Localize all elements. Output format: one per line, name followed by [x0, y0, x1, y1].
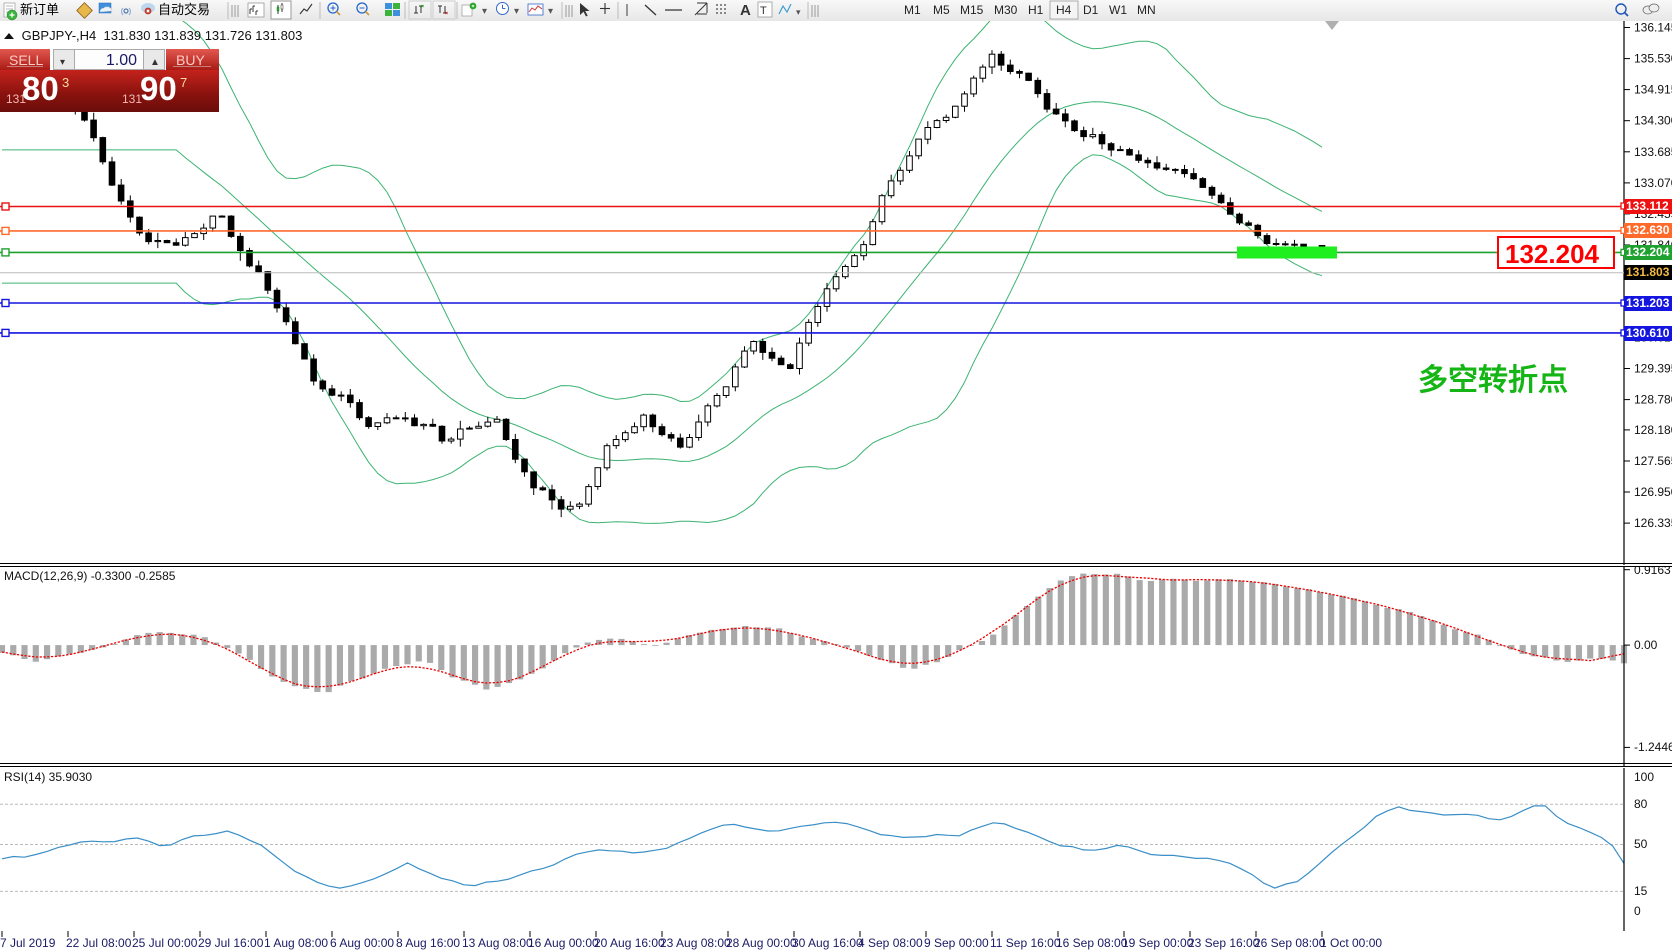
svg-text:M15: M15 — [960, 3, 984, 17]
svg-text:D1: D1 — [1083, 3, 1099, 17]
svg-text:6 Aug 00:00: 6 Aug 00:00 — [330, 936, 394, 950]
svg-text:22 Jul 08:00: 22 Jul 08:00 — [66, 936, 132, 950]
svg-text:16 Aug 00:00: 16 Aug 00:00 — [528, 936, 599, 950]
svg-text:13 Aug 08:00: 13 Aug 08:00 — [462, 936, 533, 950]
svg-text:19 Sep 00:00: 19 Sep 00:00 — [1122, 936, 1194, 950]
svg-text:H1: H1 — [1028, 3, 1044, 17]
svg-text:23 Sep 16:00: 23 Sep 16:00 — [1188, 936, 1260, 950]
svg-text:16 Sep 08:00: 16 Sep 08:00 — [1056, 936, 1128, 950]
svg-text:50: 50 — [1634, 837, 1648, 851]
svg-text:100: 100 — [1634, 770, 1654, 784]
svg-text:▾: ▾ — [482, 6, 487, 17]
svg-text:30 Aug 16:00: 30 Aug 16:00 — [792, 936, 863, 950]
svg-text:7 Jul 2019: 7 Jul 2019 — [0, 936, 56, 950]
svg-text:25 Jul 00:00: 25 Jul 00:00 — [132, 936, 198, 950]
svg-text:▾: ▾ — [548, 6, 553, 17]
svg-text:▾: ▾ — [796, 7, 801, 17]
svg-text:A: A — [740, 2, 751, 19]
svg-text:15: 15 — [1634, 884, 1648, 898]
svg-text:0.9163: 0.9163 — [1634, 567, 1671, 577]
svg-text:1 Oct 00:00: 1 Oct 00:00 — [1320, 936, 1382, 950]
svg-text:H4: H4 — [1056, 3, 1072, 17]
svg-text:9 Sep 00:00: 9 Sep 00:00 — [924, 936, 989, 950]
svg-text:0: 0 — [1634, 904, 1641, 918]
svg-text:▾: ▾ — [514, 6, 519, 17]
svg-text:T: T — [760, 5, 767, 17]
svg-text:-1.2446: -1.2446 — [1634, 740, 1672, 754]
svg-text:80: 80 — [1634, 797, 1648, 811]
svg-text:自动交易: 自动交易 — [158, 2, 210, 17]
svg-text:11 Sep 16:00: 11 Sep 16:00 — [990, 936, 1061, 950]
svg-text:20 Aug 16:00: 20 Aug 16:00 — [594, 936, 665, 950]
svg-text:4 Sep 08:00: 4 Sep 08:00 — [858, 936, 923, 950]
svg-text:M1: M1 — [904, 3, 921, 17]
svg-text:8 Aug 16:00: 8 Aug 16:00 — [396, 936, 460, 950]
svg-text:M5: M5 — [933, 3, 950, 17]
svg-text:M30: M30 — [994, 3, 1018, 17]
svg-text:多空转折点: 多空转折点 — [1418, 364, 1568, 397]
svg-text:26 Sep 08:00: 26 Sep 08:00 — [1254, 936, 1326, 950]
svg-text:新订单: 新订单 — [20, 2, 59, 17]
svg-text:29 Jul 16:00: 29 Jul 16:00 — [198, 936, 264, 950]
svg-text:MN: MN — [1137, 3, 1156, 17]
svg-text:1 Aug 08:00: 1 Aug 08:00 — [264, 936, 328, 950]
svg-text:28 Aug 00:00: 28 Aug 00:00 — [726, 936, 797, 950]
svg-text:23 Aug 08:00: 23 Aug 08:00 — [660, 936, 731, 950]
svg-text:0.00: 0.00 — [1634, 638, 1658, 652]
svg-text:W1: W1 — [1109, 3, 1127, 17]
